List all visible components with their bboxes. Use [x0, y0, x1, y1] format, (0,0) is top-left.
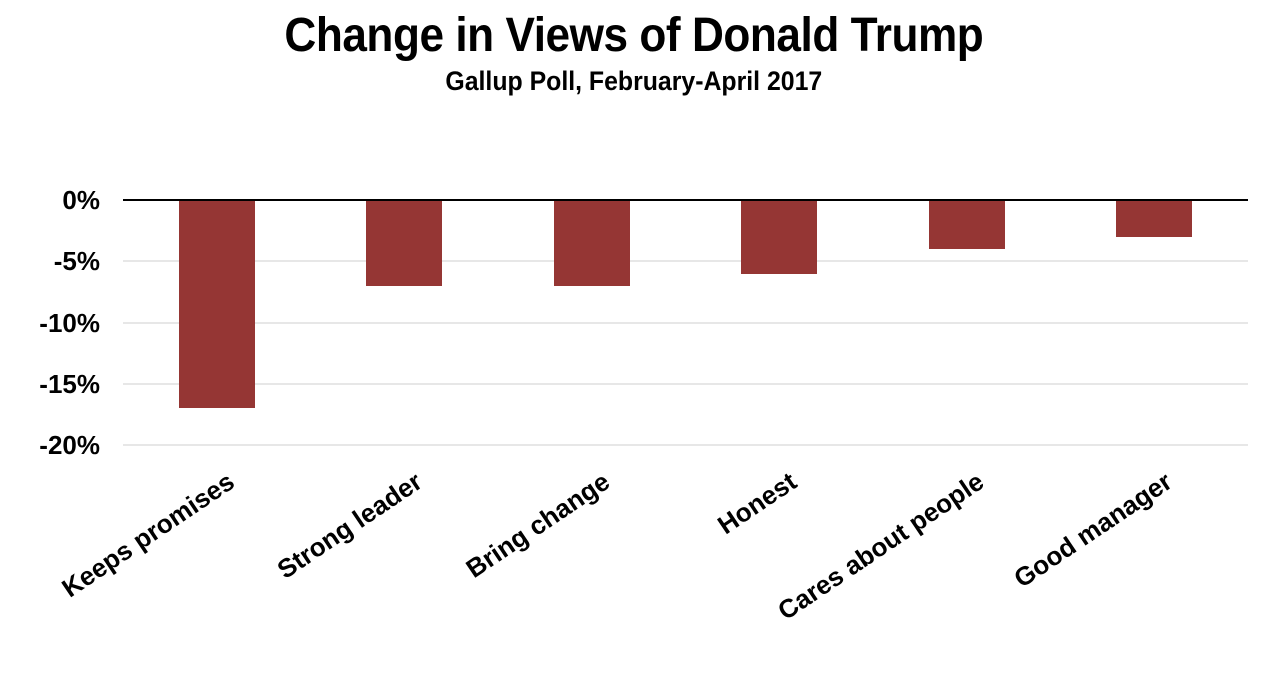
x-axis-label: Cares about people [772, 466, 990, 626]
bar [1116, 200, 1193, 237]
chart-title-text: Change in Views of Donald Trump [284, 9, 983, 62]
y-tick-label: 0% [62, 185, 100, 215]
bar [366, 200, 443, 286]
x-axis-label: Bring change [460, 466, 615, 584]
chart-title: Change in Views of Donald Trump [0, 8, 1267, 63]
bar [741, 200, 818, 274]
gridline [123, 260, 1248, 263]
y-tick-label: -5% [53, 246, 100, 277]
y-tick-label: -20% [39, 430, 100, 460]
x-axis-label: Good manager [1008, 466, 1178, 594]
bar [553, 200, 630, 286]
bar [178, 200, 255, 409]
x-axis-label: Honest [712, 466, 803, 541]
chart-subtitle-text: Gallup Poll, February-April 2017 [445, 66, 822, 96]
y-tick-label: -15% [39, 368, 100, 399]
bar [928, 200, 1005, 249]
y-tick-label: -10% [39, 307, 100, 338]
x-axis-label: Strong leader [271, 466, 428, 585]
chart-subtitle: Gallup Poll, February-April 2017 [0, 66, 1267, 97]
zero-line [123, 199, 1248, 201]
gridline [123, 321, 1248, 324]
x-axis-label: Keeps promises [56, 466, 240, 604]
gridline [123, 382, 1248, 385]
gridline [123, 444, 1248, 446]
